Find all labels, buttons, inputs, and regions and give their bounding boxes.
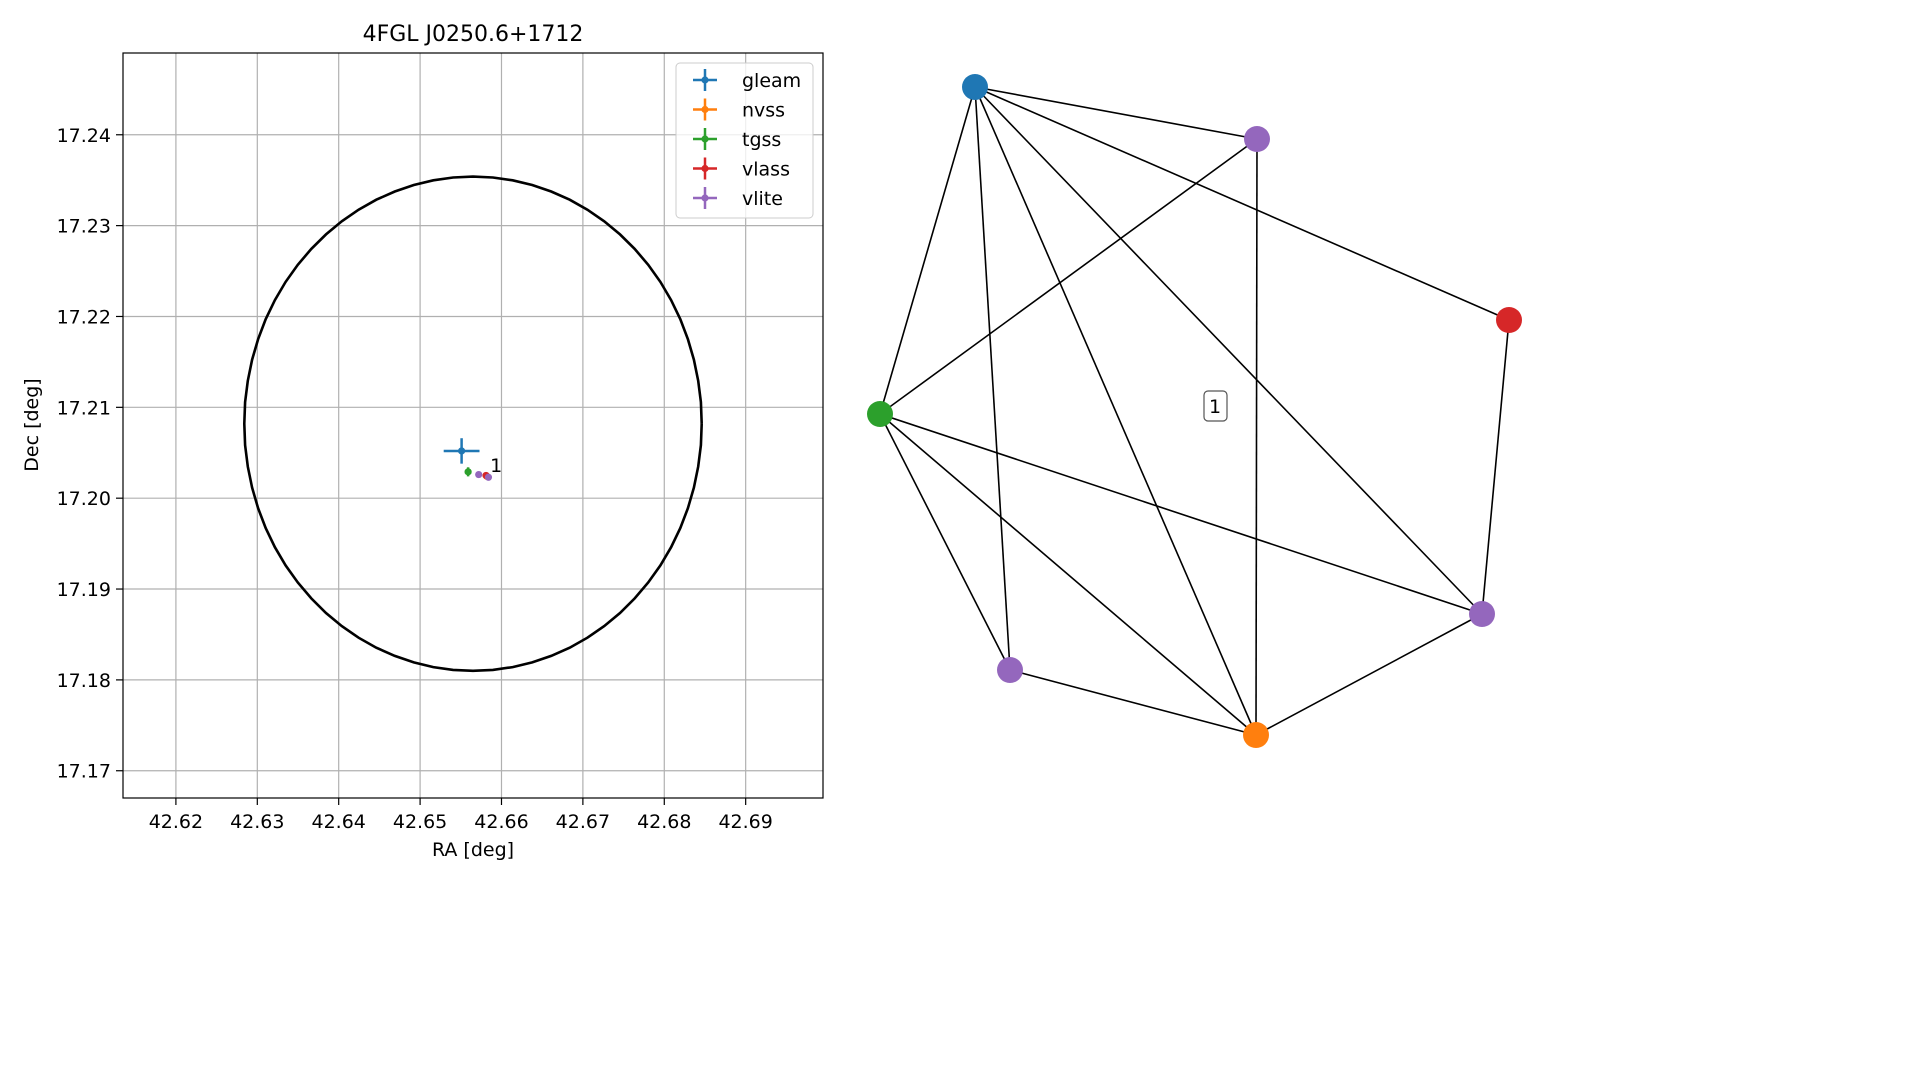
legend-item-gleam: gleam: [693, 69, 801, 92]
x-tick-label: 42.68: [637, 811, 691, 833]
data-points-layer: [443, 438, 493, 481]
graph-edge: [974, 86, 1258, 140]
point-marker: [484, 473, 493, 481]
legend-swatch-marker: [701, 194, 709, 202]
point-marker: [464, 468, 472, 476]
graph-node: [997, 657, 1023, 683]
graph-node: [962, 74, 988, 100]
legend-swatch-marker: [701, 135, 709, 143]
graph-edge: [879, 86, 976, 415]
plot-frame: [122, 52, 824, 799]
legend-label: vlite: [742, 188, 783, 210]
data-point-vlite: [475, 470, 483, 479]
cluster-label-box: [1203, 390, 1228, 422]
data-point-tgss: [464, 467, 472, 477]
legend-swatch-marker: [701, 105, 709, 114]
graph-edge: [974, 86, 1011, 671]
x-tick-label: 42.64: [311, 811, 365, 833]
legend-item-vlass: vlass: [693, 157, 790, 181]
x-tick-label: 42.69: [718, 811, 772, 833]
network-graph: 1: [867, 74, 1522, 748]
graph-edge: [1255, 138, 1258, 736]
error-ellipse: [242, 175, 703, 673]
legend-item-nvss: nvss: [693, 98, 785, 122]
x-tick-label: 42.65: [393, 811, 447, 833]
error-ellipse-layer: [242, 175, 703, 673]
x-tick-label: 42.63: [230, 811, 284, 833]
legend-swatch-marker: [701, 76, 709, 84]
graph-edge: [1255, 613, 1483, 736]
scatter-chart: 1 42.62 42.63 42.64 42.65 42.66 42.67 42.68 42.…: [21, 22, 824, 861]
x-axis: 42.62 42.63 42.64 42.65 42.66 42.67 42.68 42.69: [149, 798, 773, 833]
point-annotation: 1: [490, 455, 502, 477]
y-tick-label: 17.21: [57, 397, 111, 419]
graph-edge: [879, 413, 1011, 671]
legend-swatch-marker: [701, 164, 709, 173]
y-tick-label: 17.17: [57, 761, 111, 783]
x-tick-label: 42.62: [149, 811, 203, 833]
y-tick-label: 17.23: [57, 216, 111, 238]
graph-edge: [974, 86, 1483, 615]
cluster-label: 1: [1203, 390, 1228, 422]
nodes-layer: [867, 74, 1522, 748]
y-tick-label: 17.24: [57, 125, 111, 147]
y-tick-label: 17.22: [57, 306, 111, 328]
data-point-gleam: [443, 438, 480, 464]
legend-frame: [675, 62, 814, 219]
legend-item-vlite: vlite: [693, 187, 783, 210]
graph-edge: [974, 86, 1510, 321]
legend-label: vlass: [742, 159, 790, 181]
graph-node: [867, 401, 893, 427]
point-marker: [475, 470, 483, 479]
graph-edge: [879, 138, 1258, 415]
chart-title: 4FGL J0250.6+1712: [363, 22, 584, 47]
y-axis: 17.17 17.18 17.19 17.20 17.21 17.22 17.23 17.24: [57, 125, 123, 783]
graph-edge: [879, 413, 1257, 736]
annotation-layer: 1: [490, 455, 502, 477]
point-marker: [458, 447, 466, 455]
edges-layer: [879, 86, 1510, 736]
data-point-vlite: [484, 473, 493, 481]
graph-node: [1496, 307, 1522, 333]
graph-edge: [879, 413, 1483, 615]
legend-label: gleam: [742, 70, 801, 92]
graph-node: [1243, 722, 1269, 748]
legend-label: nvss: [742, 100, 785, 122]
x-tick-label: 42.66: [474, 811, 528, 833]
y-tick-label: 17.20: [57, 488, 111, 510]
y-tick-label: 17.18: [57, 670, 111, 692]
cluster-label-text: 1: [1209, 396, 1221, 418]
graph-node: [1244, 126, 1270, 152]
graph-edge: [1009, 669, 1257, 736]
graph-node: [1469, 601, 1495, 627]
legend: gleam nvss tgss vlass vlite: [675, 62, 814, 219]
graph-edge: [1481, 319, 1510, 615]
graph-edge: [974, 86, 1257, 736]
x-tick-label: 42.67: [556, 811, 610, 833]
x-axis-label: RA [deg]: [432, 839, 514, 861]
y-axis-label: Dec [deg]: [21, 378, 43, 471]
legend-label: tgss: [742, 129, 781, 151]
legend-item-tgss: tgss: [693, 128, 781, 151]
y-tick-label: 17.19: [57, 579, 111, 601]
